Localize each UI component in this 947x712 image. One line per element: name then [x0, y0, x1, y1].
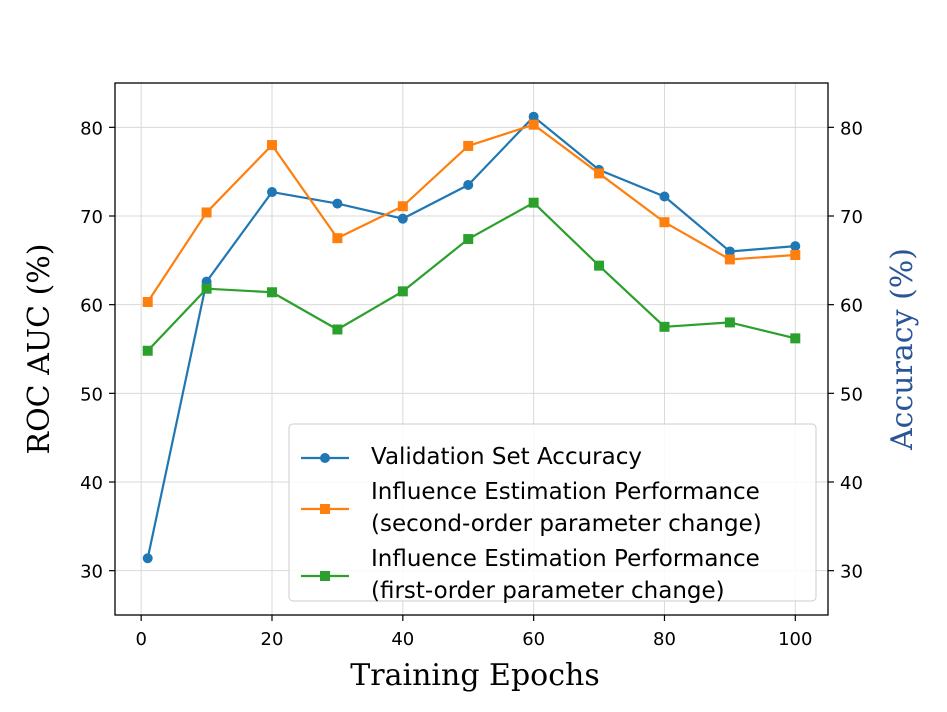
legend-label: (second-order parameter change): [371, 511, 762, 537]
x-tick-label: 100: [778, 629, 812, 650]
legend: Validation Set Accuracy Influence Estimat…: [288, 423, 817, 604]
right-y-axis-title: Accuracy (%): [885, 248, 920, 451]
data-point: [332, 324, 343, 335]
data-point: [790, 333, 801, 344]
data-point: [659, 321, 670, 332]
left-y-tick-label: 70: [80, 207, 103, 228]
left-y-tick-label: 30: [80, 562, 103, 583]
legend-label: (first-order parameter change): [371, 578, 725, 604]
right-y-tick-label: 80: [840, 118, 863, 139]
data-point: [594, 260, 605, 271]
x-tick-label: 20: [261, 629, 284, 650]
legend-label: Influence Estimation Performance: [371, 479, 760, 505]
data-point: [724, 254, 735, 265]
legend-label: Influence Estimation Performance: [371, 546, 760, 572]
data-point: [201, 207, 212, 218]
right-y-tick-label: 70: [840, 207, 863, 228]
legend-box: [288, 423, 817, 602]
left-y-tick-label: 40: [80, 473, 103, 494]
data-point: [142, 553, 153, 564]
legend-marker: [320, 453, 330, 463]
right-y-tick-label: 30: [840, 562, 863, 583]
data-point: [397, 286, 408, 297]
grid: [115, 83, 828, 615]
x-tick-label: 0: [135, 629, 146, 650]
data-point: [397, 213, 408, 224]
legend-entry-2: Influence Estimation Performance (second-…: [301, 479, 762, 537]
series-3: [142, 197, 801, 356]
legend-marker: [320, 571, 330, 581]
left-y-tick-label: 80: [80, 118, 103, 139]
data-point: [463, 140, 474, 151]
series-2: [142, 119, 801, 308]
data-point: [528, 111, 539, 122]
data-point: [332, 233, 343, 244]
data-point: [528, 119, 539, 130]
data-point: [266, 187, 277, 198]
legend-entry-3: Influence Estimation Performance (first-o…: [301, 546, 760, 604]
right-y-tick-label: 50: [840, 384, 863, 405]
data-point: [528, 197, 539, 208]
data-point: [332, 198, 343, 209]
data-point: [397, 201, 408, 212]
legend-label: Validation Set Accuracy: [371, 444, 642, 470]
x-tick-label: 80: [653, 629, 676, 650]
right-y-tick-label: 60: [840, 296, 863, 317]
data-point: [724, 246, 735, 257]
x-axis-title: Training Epochs: [350, 658, 600, 693]
data-point: [266, 287, 277, 298]
left-y-axis-title: ROC AUC (%): [22, 243, 57, 454]
data-point: [659, 217, 670, 228]
data-point: [266, 140, 277, 151]
axis-ticks: 0 20 40 60 80 100 30 40 50 60 70 80 30 40 50 60 70 80: [80, 118, 863, 650]
data-point: [201, 283, 212, 294]
data-point: [463, 179, 474, 190]
left-y-tick-label: 50: [80, 384, 103, 405]
left-y-tick-label: 60: [80, 296, 103, 317]
data-point: [724, 317, 735, 328]
legend-entry-1: Validation Set Accuracy: [301, 444, 642, 470]
right-y-tick-label: 40: [840, 473, 863, 494]
x-tick-label: 40: [391, 629, 414, 650]
data-point: [463, 234, 474, 245]
plot-frame: [114, 82, 829, 616]
data-point: [790, 250, 801, 261]
series-layer: [142, 111, 801, 564]
data-point: [594, 168, 605, 179]
legend-marker: [320, 504, 330, 514]
data-point: [790, 241, 801, 252]
data-point: [659, 191, 670, 202]
data-point: [142, 297, 153, 308]
data-point: [142, 345, 153, 356]
x-tick-label: 60: [522, 629, 545, 650]
series-1: [142, 111, 801, 564]
